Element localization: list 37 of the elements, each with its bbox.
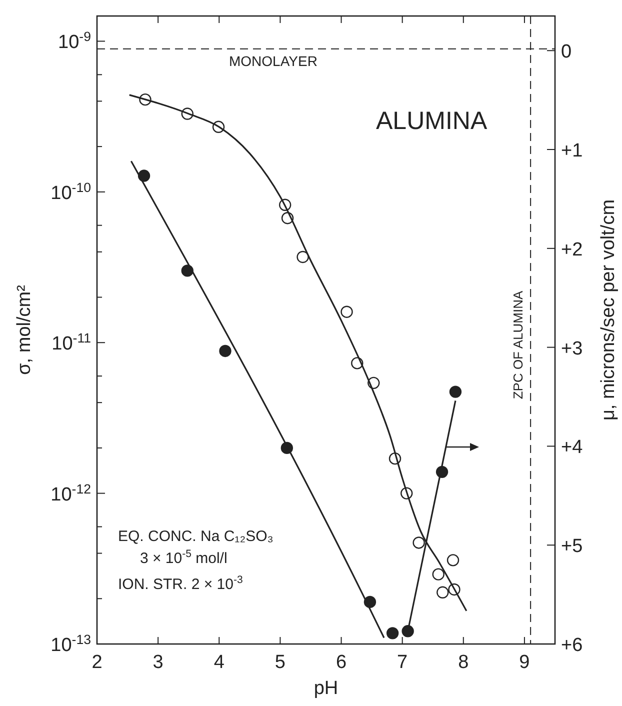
- x-tick-label: 4: [214, 652, 225, 673]
- x-tick-label: 7: [397, 652, 408, 673]
- y-tick-label: 10$^{-9}$: [58, 28, 91, 54]
- point: [412, 536, 425, 549]
- point: [446, 554, 460, 566]
- y2-tick-label: +1: [561, 140, 583, 162]
- annotation: ION. STR. 2 × 10$^{-3}$: [118, 574, 243, 593]
- annotation: EQ. CONC. Na C₁₂SO₃: [118, 528, 274, 545]
- y-tick-label: 10$^{-11}$: [52, 330, 91, 355]
- y-tick-label: 10$^{-12}$: [50, 480, 91, 506]
- ref-line-label: MONOLAYER: [229, 52, 318, 69]
- annotation: ALUMINA: [376, 107, 488, 135]
- point: [432, 568, 444, 580]
- y2-tick-label: +5: [561, 536, 583, 558]
- annotation: 3 × 10$^{-5}$ mol/l: [140, 548, 228, 567]
- point: [219, 344, 232, 358]
- x-tick-label: 5: [274, 652, 286, 673]
- y-axis-title: σ, mol/cm²: [14, 285, 35, 375]
- y2-tick-label: +6: [561, 635, 583, 656]
- point: [436, 586, 449, 598]
- y-tick-label: 10$^{-10}$: [50, 179, 91, 204]
- y2-tick-label: +4: [561, 437, 584, 458]
- y2-tick-label: +2: [561, 239, 583, 260]
- point: [386, 627, 399, 640]
- y2-tick-label: +3: [561, 338, 583, 360]
- y2-axis-title: μ, microns/sec per volt/cm: [598, 199, 619, 421]
- x-tick-label: 8: [458, 652, 469, 673]
- y2-tick-label: 0: [561, 42, 572, 63]
- x-tick-label: 3: [152, 652, 164, 673]
- y-tick-label: 10$^{-13}$: [50, 632, 91, 656]
- point: [340, 306, 353, 318]
- x-tick-label: 2: [92, 652, 102, 673]
- x-axis-title: pH: [314, 678, 338, 699]
- x-tick-label: 6: [336, 652, 347, 673]
- x-tick-label: 9: [519, 652, 530, 673]
- point: [296, 250, 309, 264]
- ref-line-label: ZPC OF ALUMINA: [510, 290, 526, 400]
